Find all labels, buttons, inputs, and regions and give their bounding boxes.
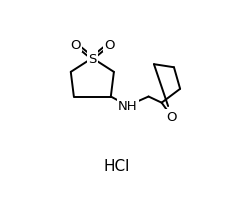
Text: NH: NH bbox=[118, 100, 138, 113]
Text: O: O bbox=[70, 38, 81, 51]
Text: S: S bbox=[88, 52, 97, 65]
Text: O: O bbox=[166, 110, 177, 123]
Text: O: O bbox=[104, 38, 114, 51]
Text: HCl: HCl bbox=[104, 159, 130, 174]
